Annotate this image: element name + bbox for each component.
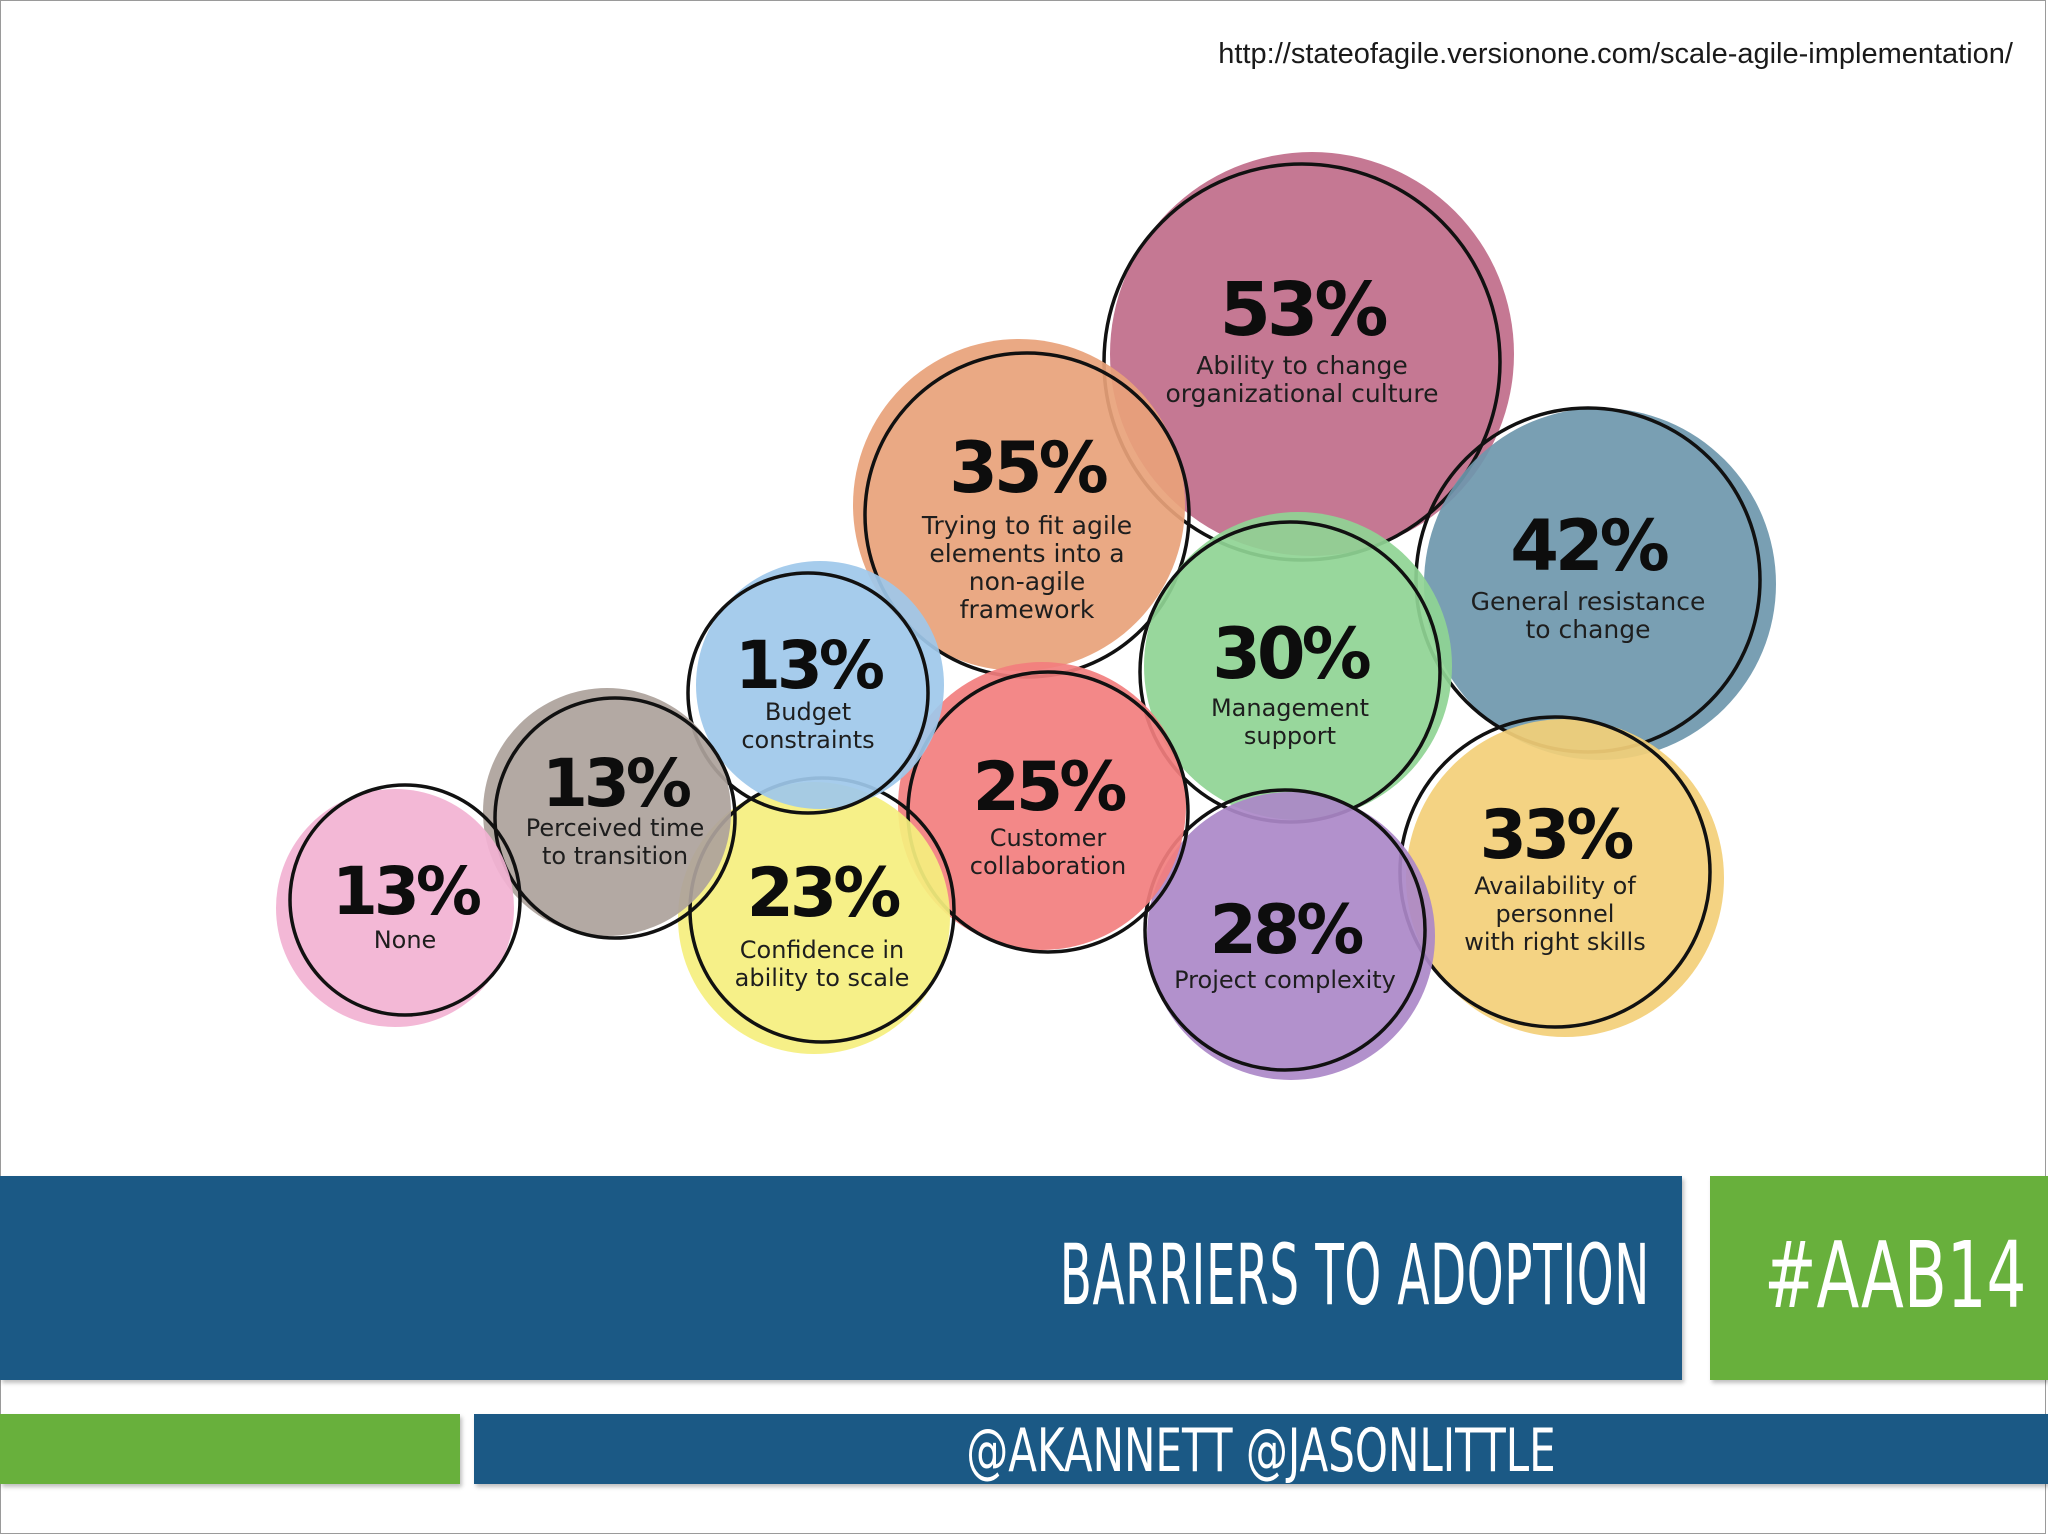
bubble-label-7-line-1: Customer [990,824,1107,852]
bubble-label-2-line-1: General resistance [1471,587,1706,616]
bubble-outline-11 [288,783,522,1017]
bubble-fill-8 [678,782,950,1054]
bubble-label-4-line-3: with right skills [1464,928,1645,956]
bubble-percent-6: 28% [1210,891,1363,970]
source-url: http://stateofagile.versionone.com/scale… [1218,38,2013,70]
hashtag: #AAB14 [1764,1222,2027,1329]
bubble-label-4-line-1: Availability of [1474,872,1636,900]
title-bar: BARRIERS TO ADOPTION [0,1176,1682,1380]
bubble-percent-9: 13% [735,627,884,704]
bubble-11: 13%None [276,783,522,1027]
bubble-outline-9 [686,571,930,815]
bubble-label-1-line-2: organizational culture [1166,379,1439,408]
bubble-percent-8: 23% [747,854,900,933]
bubble-label-5-line-1: Management [1211,694,1369,722]
bubble-percent-10: 13% [542,745,691,822]
bubble-fill-1 [1110,152,1514,556]
bubble-fill-10 [483,688,731,936]
bubble-fill-11 [276,789,514,1027]
bubble-percent-3: 35% [949,427,1106,509]
bubble-fill-3 [853,339,1185,671]
bubble-outline-6 [1143,788,1427,1072]
author-bar: @AKANNETT @JASONLITTLE [474,1414,2048,1486]
bubble-label-10-line-2: to transition [542,842,688,870]
hashtag-box: #AAB14 [1710,1176,2048,1380]
slide-title: BARRIERS TO ADOPTION [1059,1226,1650,1324]
bubble-label-1-line-1: Ability to change [1196,351,1407,380]
bubble-fill-4 [1406,719,1724,1037]
bubble-percent-5: 30% [1212,613,1369,695]
bubble-label-3-line-3: non-agile [969,567,1085,596]
bubble-percent-4: 33% [1480,796,1633,875]
bubble-label-8-line-2: ability to scale [735,964,910,992]
bubble-outline-10 [493,696,737,940]
bubble-label-9-line-2: constraints [741,726,874,754]
green-strip [0,1414,460,1484]
bubble-label-3-line-4: framework [960,595,1095,624]
bubble-fill-7 [898,662,1186,950]
bubble-6: 28%Project complexity [1143,788,1435,1080]
bubble-fill-6 [1147,792,1435,1080]
bubble-label-11-line-1: None [374,926,437,954]
bubble-label-6-line-1: Project complexity [1174,966,1396,994]
bubble-label-5-line-2: support [1244,722,1336,750]
bubble-label-10-line-1: Perceived time [526,814,704,842]
bubble-percent-11: 13% [332,853,481,930]
authors: @AKANNETT @JASONLITTLE [966,1416,1556,1486]
bubble-label-7-line-2: collaboration [970,852,1126,880]
bubble-fill-9 [696,561,944,809]
bubble-label-3-line-2: elements into a [929,539,1124,568]
bubble-fill-5 [1144,512,1452,820]
bubble-label-3-line-1: Trying to fit agile [921,511,1132,540]
bubble-percent-1: 53% [1219,267,1386,353]
bubble-percent-2: 42% [1510,505,1667,587]
bubble-percent-7: 25% [973,748,1126,827]
bubble-label-9-line-1: Budget [765,698,851,726]
bubble-label-2-line-2: to change [1525,615,1650,644]
bubble-label-4-line-2: personnel [1496,900,1615,928]
bubble-label-8-line-1: Confidence in [740,936,904,964]
bubble-fill-2 [1424,408,1776,760]
